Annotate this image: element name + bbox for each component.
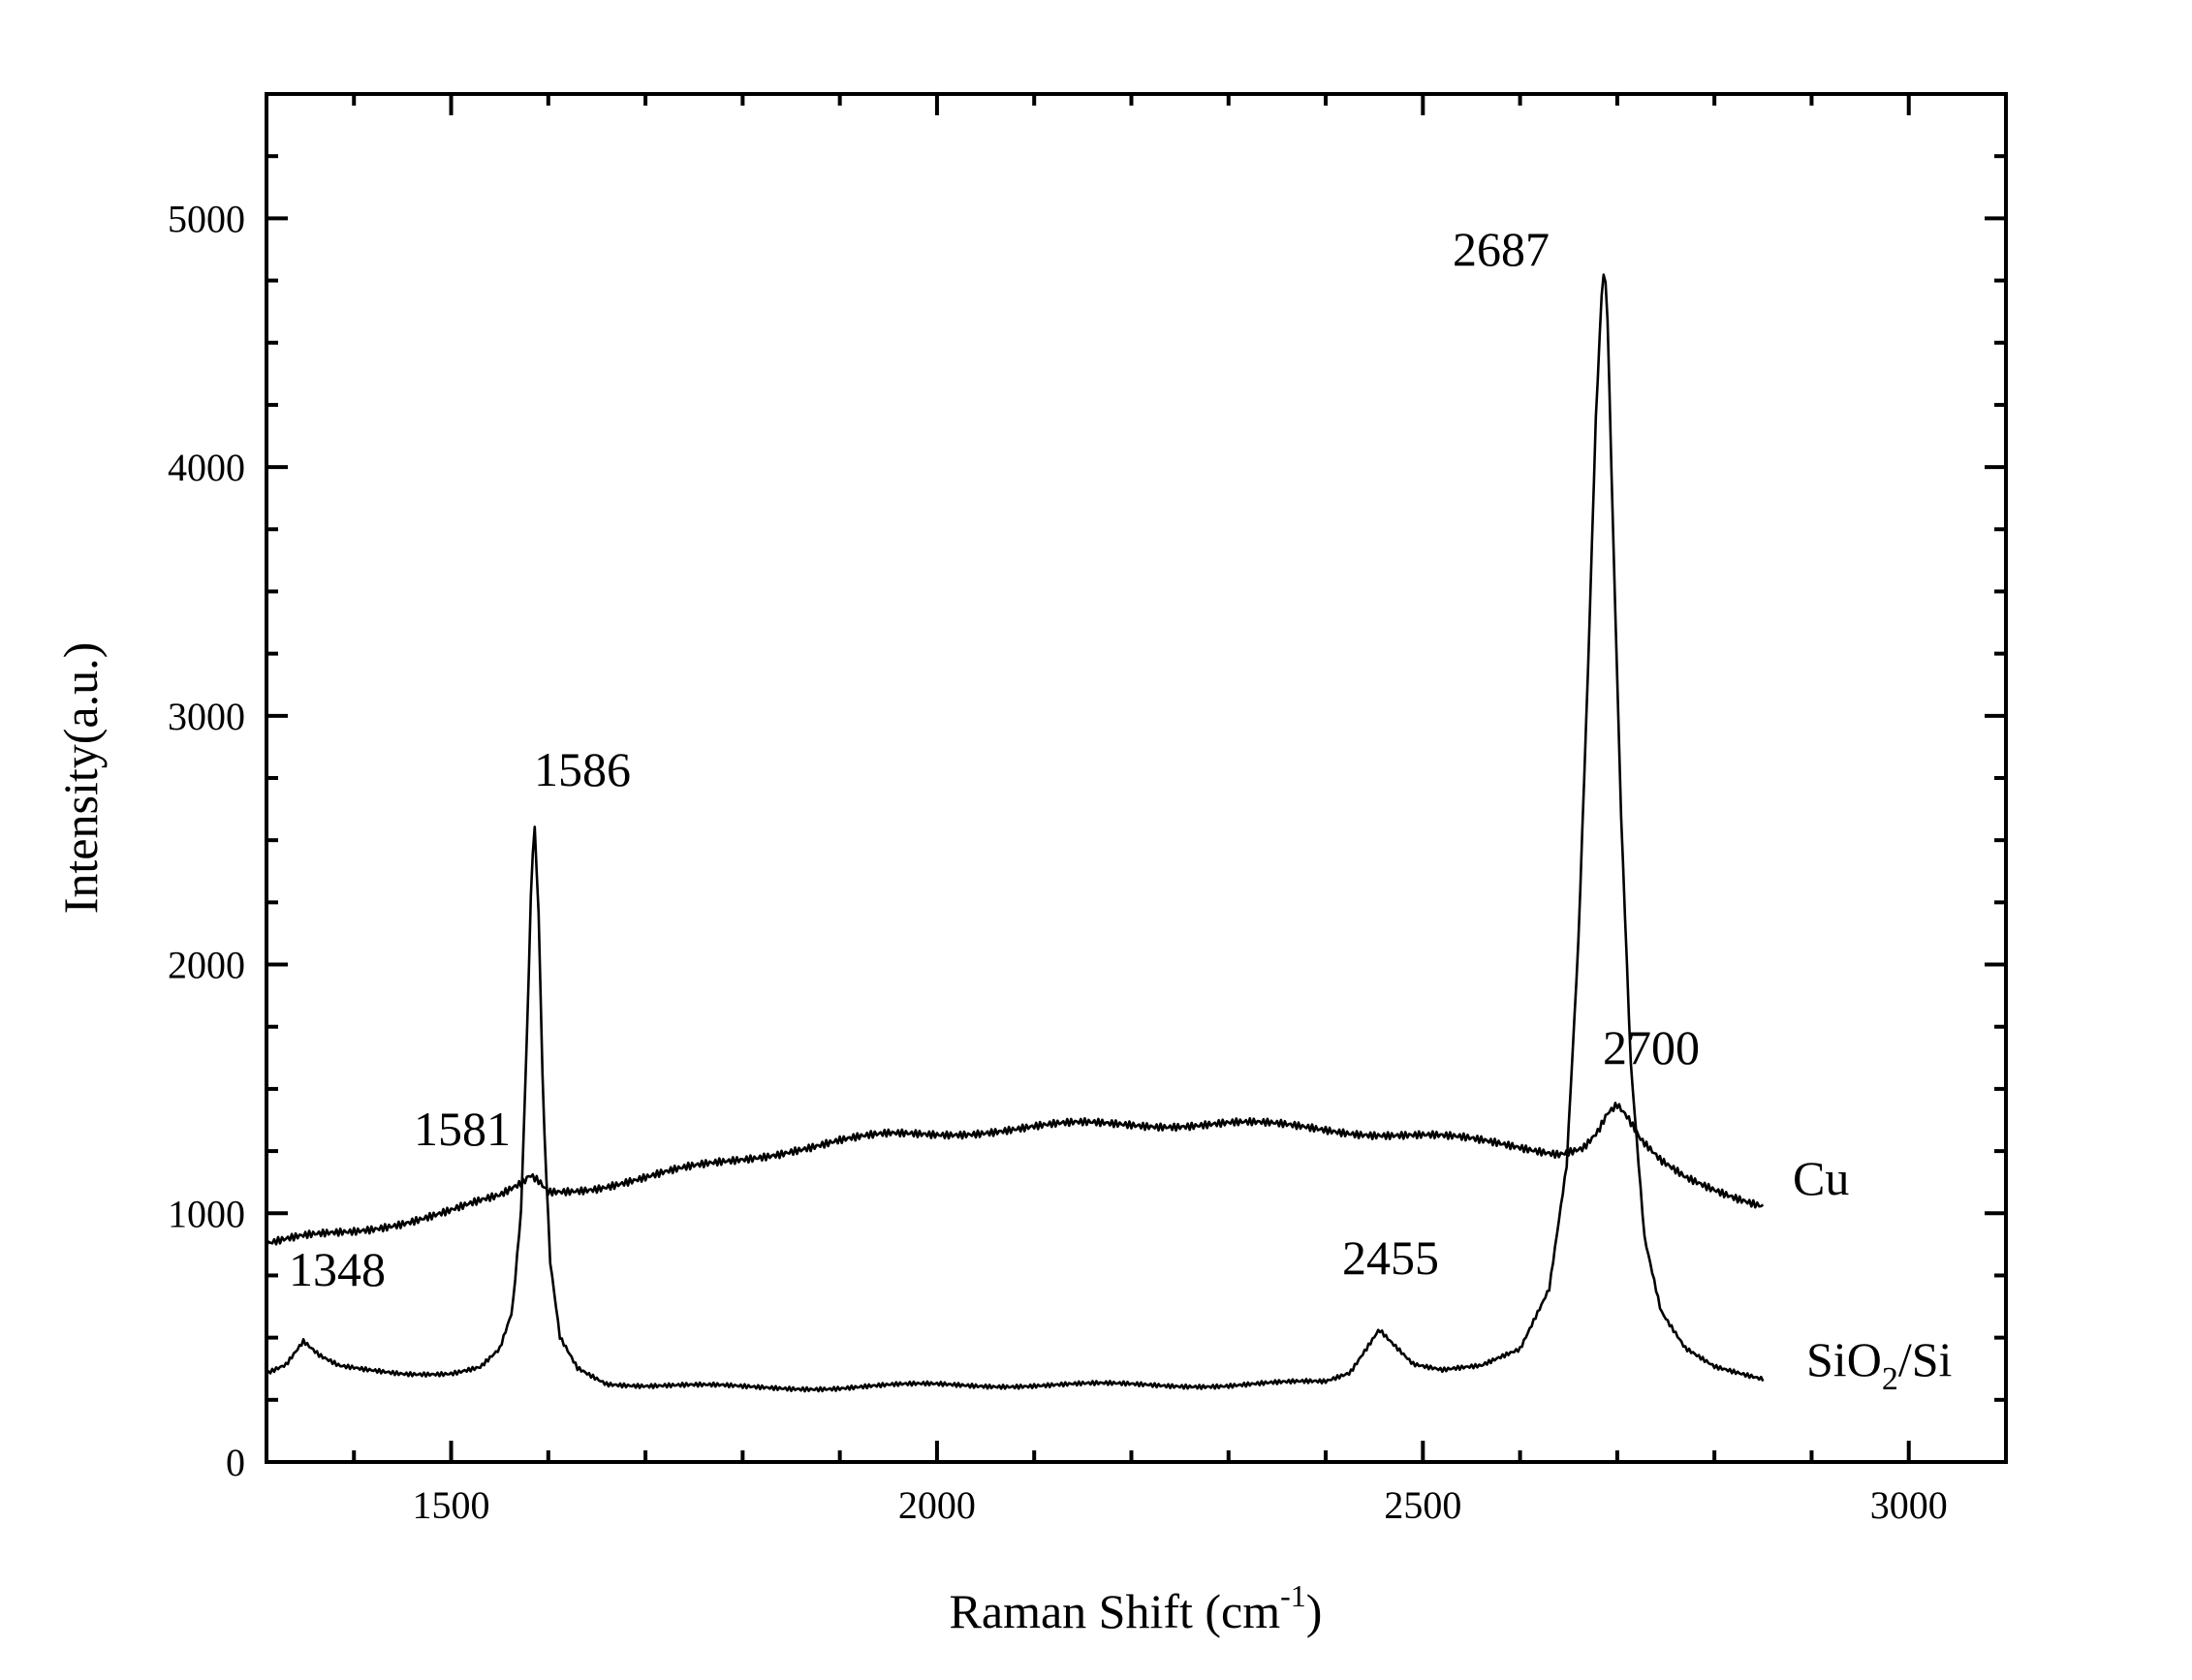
x-tick-label: 1500	[413, 1483, 490, 1527]
y-tick-label: 0	[226, 1441, 245, 1484]
y-tick-label: 1000	[168, 1192, 245, 1235]
x-tick-label: 2000	[898, 1483, 976, 1527]
x-axis-title: Raman Shift (cm-1)	[950, 1578, 1323, 1638]
peak-label-1581: 1581	[414, 1102, 511, 1156]
series-lines	[265, 273, 1765, 1393]
axis-ticks	[266, 92, 2008, 1464]
x-tick-label: 2500	[1384, 1483, 1461, 1527]
y-axis-title: Intensity(a.u.)	[53, 642, 108, 914]
peak-label-1348: 1348	[289, 1242, 386, 1296]
peak-label-2700: 2700	[1603, 1020, 1700, 1074]
x-axis-title-close: )	[1306, 1584, 1323, 1638]
series-line-sio2-si	[265, 273, 1765, 1393]
plot-frame	[265, 92, 2008, 1464]
y-tick-label: 2000	[168, 944, 245, 987]
axis-tick-labels: 1500 2000 2500 3000 0 1000 2000 3000 4000 5000	[168, 197, 1948, 1527]
x-tick-label: 3000	[1870, 1483, 1948, 1527]
series-label-sio2-si-suffix: /Si	[1898, 1332, 1953, 1386]
y-tick-label: 4000	[168, 446, 245, 489]
y-tick-label: 3000	[168, 695, 245, 738]
x-axis-title-main: Raman Shift (cm	[950, 1584, 1281, 1638]
peak-label-2455: 2455	[1342, 1230, 1439, 1285]
y-tick-label: 5000	[168, 197, 245, 240]
peak-label-1586: 1586	[534, 742, 631, 796]
series-line-cu	[265, 1102, 1765, 1247]
peak-label-2687: 2687	[1453, 222, 1550, 276]
x-axis-title-superscript: -1	[1280, 1578, 1306, 1613]
series-label-cu: Cu	[1793, 1151, 1849, 1205]
series-label-sio2-si-subscript: 2	[1882, 1361, 1898, 1397]
series-label-sio2-si-base: SiO	[1806, 1332, 1882, 1386]
series-label-sio2-si: SiO2/Si	[1806, 1332, 1952, 1397]
